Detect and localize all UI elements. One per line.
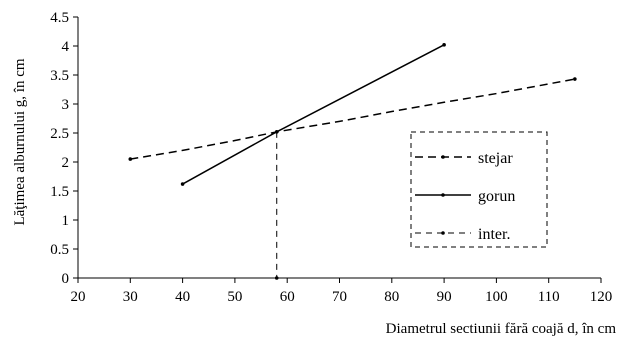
legend-label-inter: inter. — [478, 226, 510, 243]
series-stejar — [128, 77, 577, 161]
x-tick-label: 110 — [538, 289, 560, 305]
series-layer — [128, 43, 577, 280]
x-tick-label: 20 — [71, 289, 86, 305]
legend-label-gorun: gorun — [478, 188, 515, 205]
y-tick-label: 2.5 — [50, 126, 69, 142]
y-ticks: 0 0.5 1 1.5 2 2.5 3 3.5 4 4.5 — [50, 10, 78, 287]
series-inter — [274, 130, 279, 280]
data-point — [128, 157, 133, 161]
legend: stejar gorun inter. — [410, 131, 548, 248]
series-gorun — [180, 43, 446, 186]
x-tick-label: 90 — [437, 289, 452, 305]
x-tick-label: 70 — [332, 289, 347, 305]
legend-marker-stejar — [441, 155, 445, 159]
y-axis-title: Lăţimea alburnului g, în cm — [12, 58, 28, 225]
legend-box — [410, 131, 548, 248]
data-point — [442, 43, 446, 47]
data-point — [573, 77, 577, 81]
data-point — [274, 130, 279, 134]
data-point — [274, 276, 279, 280]
legend-marker-gorun — [441, 193, 445, 197]
y-tick-label: 1.5 — [50, 184, 69, 200]
legend-label-stejar: stejar — [478, 150, 513, 167]
y-tick-label: 0.5 — [50, 242, 69, 258]
legend-marker-inter — [441, 231, 445, 235]
x-tick-label: 30 — [123, 289, 138, 305]
x-axis-title: Diametrul sectiunii fără coajă d, în cm — [386, 321, 617, 337]
x-tick-label: 60 — [280, 289, 295, 305]
y-tick-label: 1 — [62, 213, 70, 229]
series-line-stejar — [130, 78, 575, 160]
y-tick-label: 3.5 — [50, 68, 69, 84]
y-tick-label: 2 — [62, 155, 70, 171]
x-ticks: 20 30 40 50 60 70 80 90 100 110 120 — [71, 278, 613, 305]
x-tick-label: 100 — [485, 289, 508, 305]
y-tick-label: 3 — [62, 97, 70, 113]
y-tick-label: 4 — [62, 39, 70, 55]
series-line-gorun — [182, 44, 445, 185]
x-tick-label: 80 — [384, 289, 399, 305]
y-tick-label: 0 — [62, 271, 70, 287]
x-tick-label: 50 — [227, 289, 242, 305]
x-tick-label: 120 — [590, 289, 613, 305]
data-point — [180, 182, 185, 186]
y-tick-label: 4.5 — [50, 10, 69, 26]
x-tick-label: 40 — [175, 289, 190, 305]
